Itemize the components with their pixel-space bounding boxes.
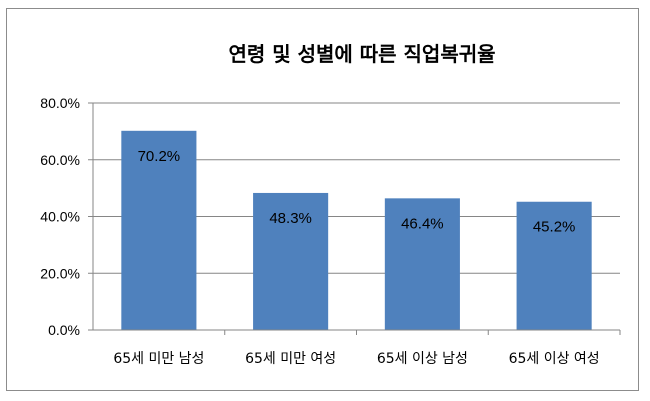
category-label: 65세 이상 여성 (509, 351, 600, 367)
bar (384, 198, 460, 330)
y-tick-label: 20.0% (40, 265, 80, 281)
bar (121, 130, 197, 330)
data-label: 48.3% (269, 210, 312, 227)
y-axis: 0.0% 20.0% 40.0% 60.0% 80.0% (40, 95, 94, 338)
y-tick-label: 40.0% (40, 209, 80, 225)
bar (253, 192, 329, 330)
category-label: 65세 미만 여성 (245, 351, 336, 367)
data-label: 70.2% (138, 148, 181, 165)
category-label: 65세 이상 남성 (377, 351, 468, 367)
bar (516, 201, 592, 330)
data-label: 45.2% (533, 219, 576, 236)
bars: 70.2% 48.3% 46.4% 45.2% (121, 130, 592, 330)
y-tick-label: 0.0% (48, 322, 80, 338)
y-tick-label: 60.0% (40, 152, 80, 168)
y-tick-label: 80.0% (40, 95, 80, 111)
data-label: 46.4% (401, 215, 444, 232)
category-label: 65세 미만 남성 (113, 351, 204, 367)
x-axis: 65세 미만 남성 65세 미만 여성 65세 이상 남성 65세 이상 여성 (93, 329, 621, 367)
chart-title: 연령 및 성별에 따른 직업복귀율 (228, 42, 495, 66)
